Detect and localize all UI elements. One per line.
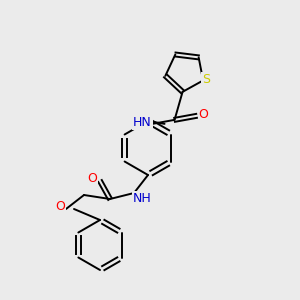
Text: O: O [199,108,208,122]
Text: O: O [87,172,97,185]
Text: S: S [202,73,210,86]
Text: O: O [55,200,65,214]
Text: NH: NH [133,191,152,205]
Text: HN: HN [133,116,152,129]
